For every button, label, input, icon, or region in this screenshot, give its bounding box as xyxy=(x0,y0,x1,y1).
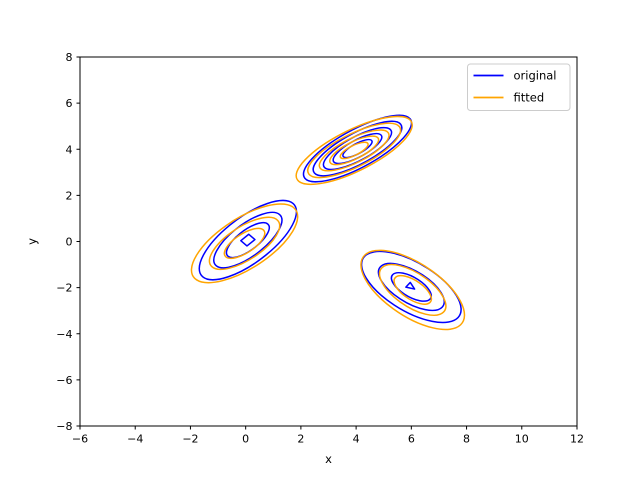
x-tick-label: 0 xyxy=(242,433,249,446)
y-tick-label: 0 xyxy=(66,236,73,249)
contour-ring xyxy=(200,208,290,278)
contour-component-fitted xyxy=(177,190,313,296)
contour-ring xyxy=(338,139,371,161)
x-axis-label: x xyxy=(325,452,332,466)
contour-component-fitted xyxy=(345,236,480,343)
contour-ring xyxy=(388,271,437,310)
contour-component-fitted xyxy=(285,104,423,196)
y-axis-label: y xyxy=(25,238,39,245)
contours-fitted xyxy=(177,104,481,343)
contour-ring xyxy=(369,255,453,319)
x-tick-label: 10 xyxy=(515,433,529,446)
contour-ring xyxy=(185,188,311,292)
y-tick-label: −2 xyxy=(56,282,72,295)
y-tick-label: 8 xyxy=(66,51,73,64)
y-tick-label: −6 xyxy=(56,374,72,387)
contour-ring xyxy=(177,190,313,296)
contour-component-original xyxy=(185,188,311,292)
contour-center-mark xyxy=(406,282,417,291)
contour-ring xyxy=(345,236,480,343)
contour-ring xyxy=(313,123,396,178)
x-tick-label: 12 xyxy=(570,433,584,446)
y-tick-label: 4 xyxy=(66,143,73,156)
x-tick-label: −2 xyxy=(182,433,198,446)
contour-ring xyxy=(304,112,410,185)
contour-center-mark xyxy=(241,234,255,246)
legend: original fitted xyxy=(467,63,571,111)
axes-frame xyxy=(79,56,578,427)
x-tick-label: −6 xyxy=(72,433,88,446)
contour-ring xyxy=(204,204,292,277)
contour-ring xyxy=(219,223,271,263)
contour-ring xyxy=(325,131,383,170)
x-axis: −6 −4 −2 0 2 4 6 8 10 12 xyxy=(72,426,584,446)
y-tick-label: 2 xyxy=(66,189,73,202)
contour-ring xyxy=(370,256,456,325)
x-tick-label: −4 xyxy=(127,433,143,446)
x-tick-label: 4 xyxy=(353,433,360,446)
y-tick-label: −8 xyxy=(56,420,72,433)
y-axis: −8 −6 −4 −2 0 2 4 6 8 xyxy=(56,51,80,433)
y-tick-label: 6 xyxy=(66,97,73,110)
contour-ring xyxy=(293,104,422,193)
x-tick-label: 6 xyxy=(408,433,415,446)
y-tick-label: −4 xyxy=(56,328,72,341)
contour-ring xyxy=(299,113,410,187)
x-tick-label: 2 xyxy=(297,433,304,446)
legend-label-original: original xyxy=(514,69,557,83)
contour-ring xyxy=(285,104,423,196)
legend-label-fitted: fitted xyxy=(514,91,545,105)
contour-ring xyxy=(386,267,437,306)
x-tick-label: 8 xyxy=(463,433,470,446)
